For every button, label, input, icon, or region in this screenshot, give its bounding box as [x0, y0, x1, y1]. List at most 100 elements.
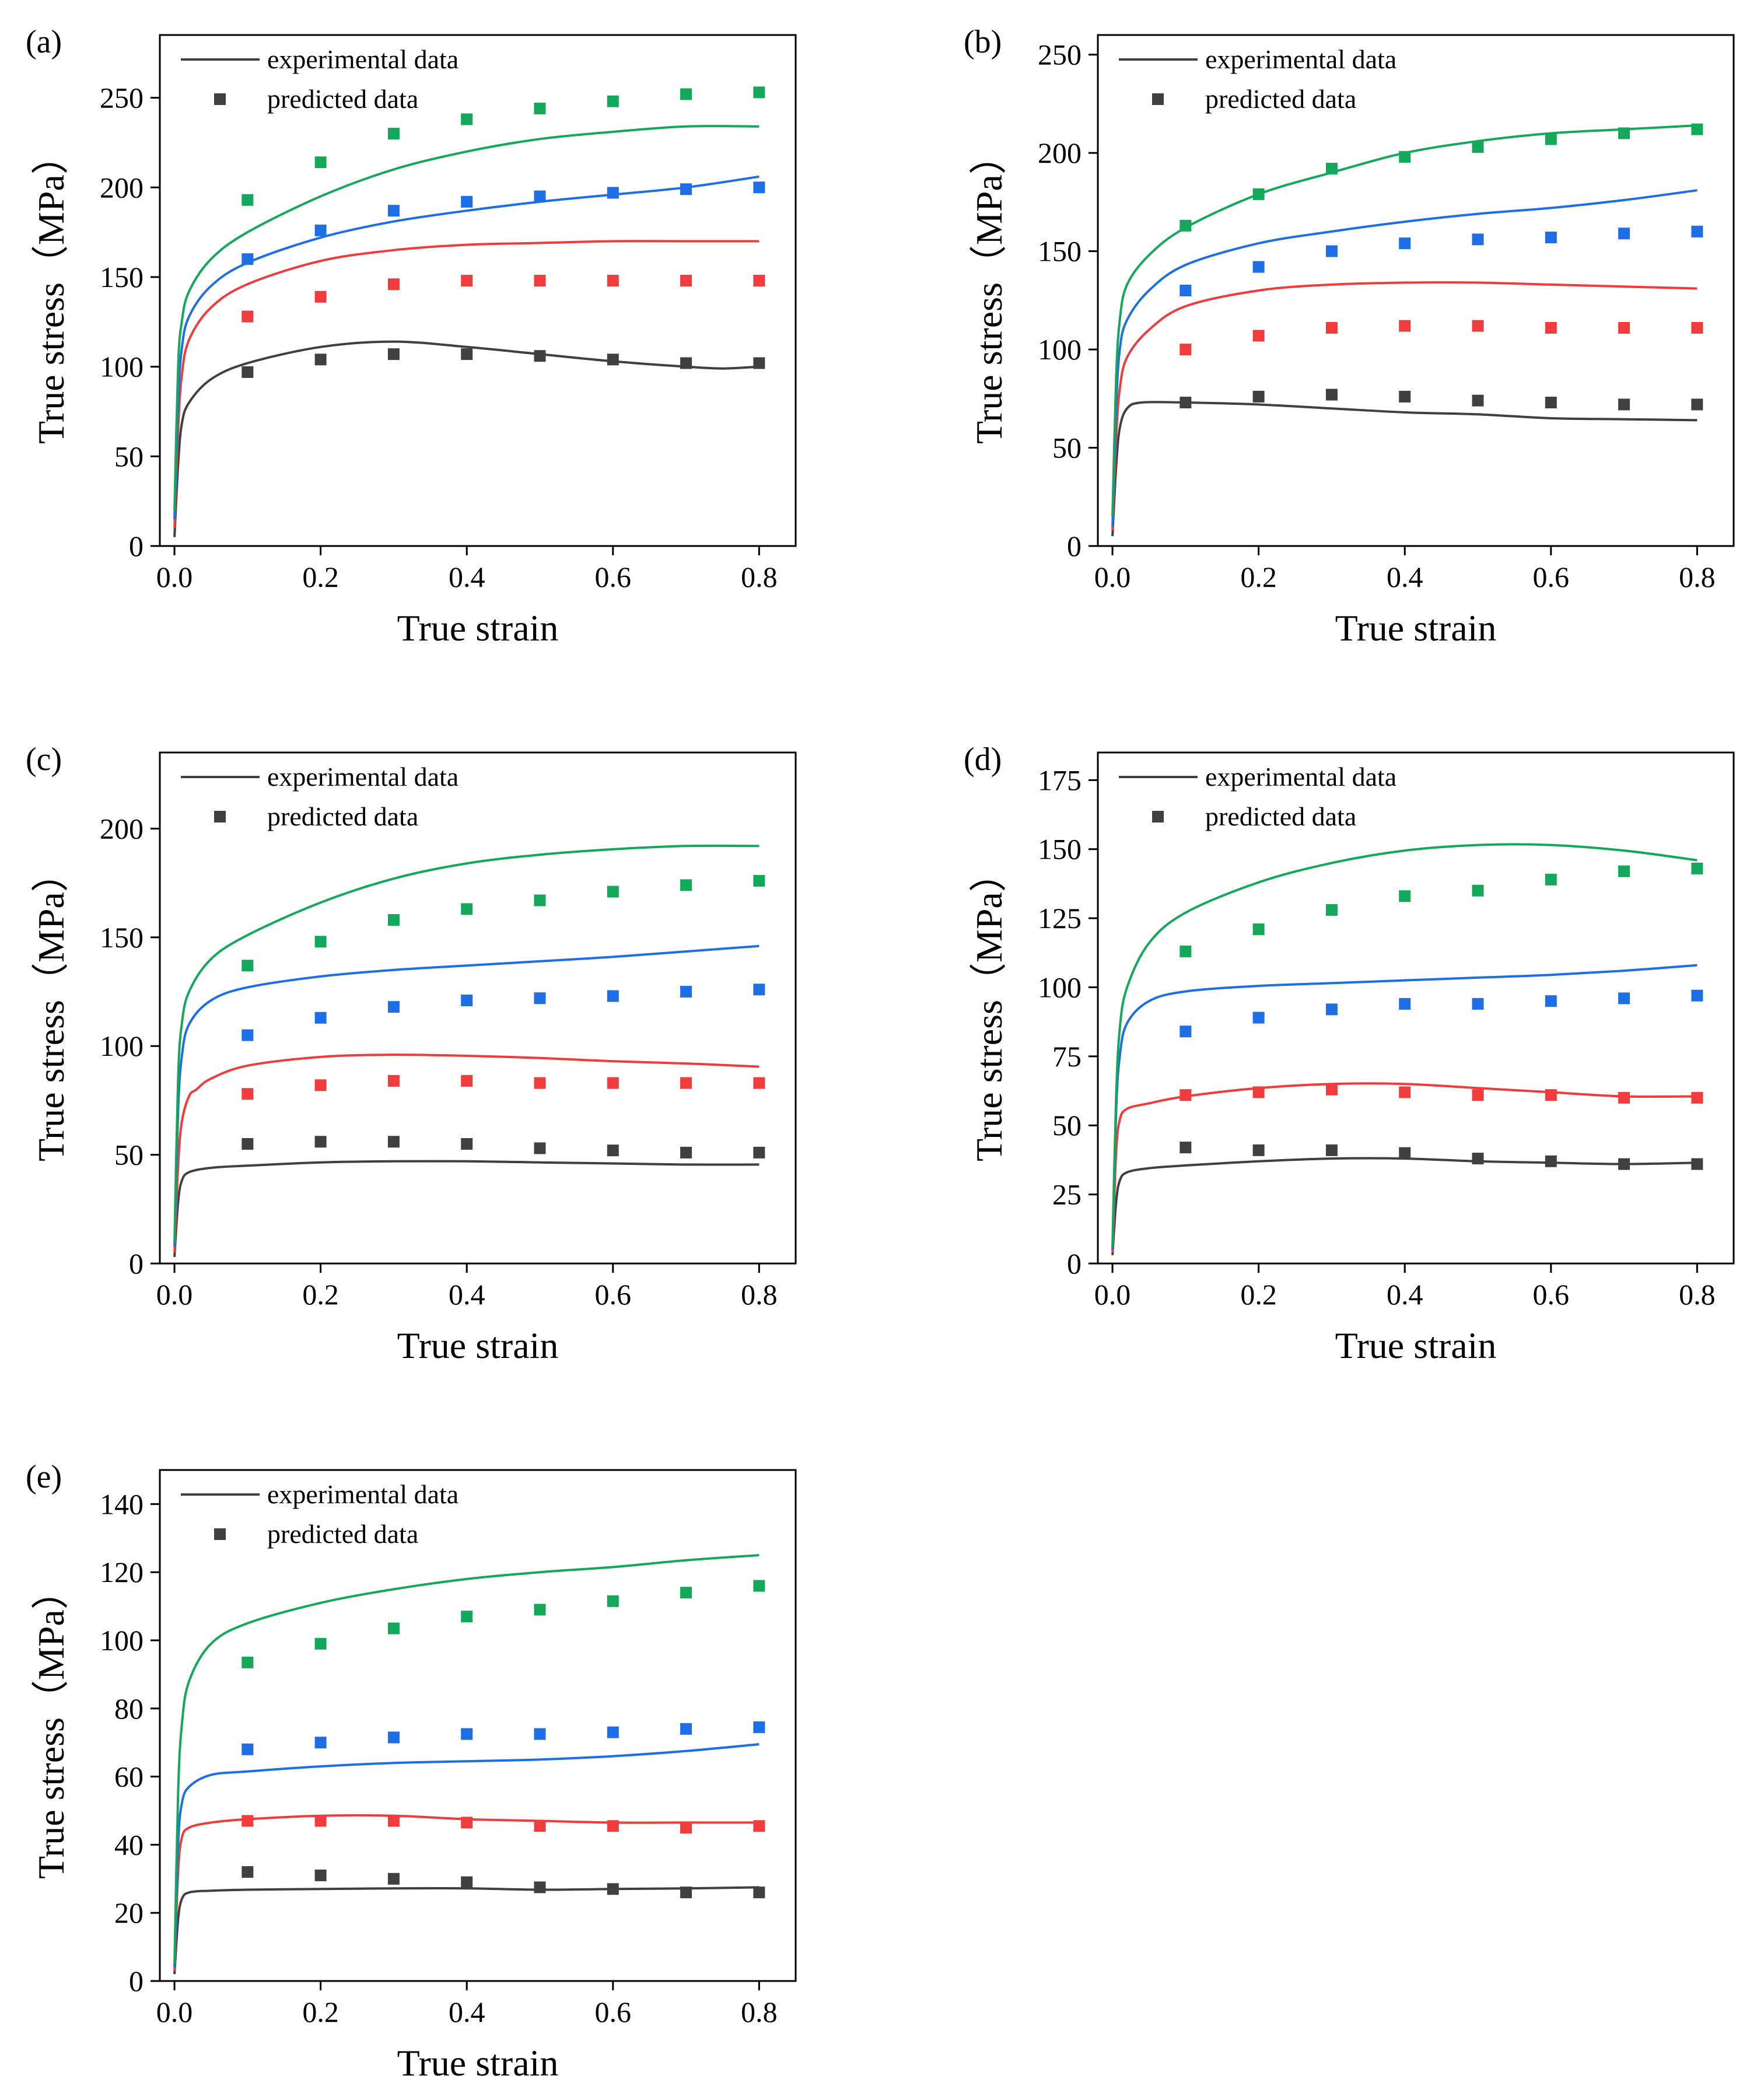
x-tick-label: 0.4 [1387, 561, 1423, 593]
panel-label: (a) [26, 24, 62, 60]
predicted-point-blue [607, 1726, 619, 1738]
x-axis-title: True strain [1335, 607, 1497, 649]
predicted-point-black [607, 1883, 619, 1895]
predicted-point-red [1545, 1089, 1557, 1101]
predicted-point-red [1180, 344, 1192, 356]
predicted-point-green [387, 1622, 400, 1634]
predicted-point-blue [387, 1731, 400, 1744]
predicted-point-red [314, 290, 327, 303]
legend-experimental-label: experimental data [1205, 762, 1396, 792]
x-tick-label: 0.4 [449, 1996, 485, 2028]
y-axis-title: True stress（MPa） [968, 137, 1010, 444]
predicted-point-green [680, 879, 692, 891]
experimental-curve-black [1111, 1157, 1698, 1255]
predicted-point-blue [1618, 992, 1630, 1005]
predicted-point-black [1618, 1158, 1630, 1170]
predicted-point-black [753, 1146, 765, 1158]
predicted-point-green [1545, 873, 1557, 886]
predicted-point-blue [534, 190, 546, 202]
predicted-point-green [242, 1656, 254, 1668]
predicted-point-green [534, 894, 546, 907]
predicted-point-blue [1325, 1003, 1338, 1016]
y-tick-label: 150 [1038, 235, 1082, 268]
predicted-point-red [607, 275, 619, 287]
predicted-point-blue [242, 253, 254, 265]
predicted-point-blue [1252, 261, 1265, 273]
predicted-point-blue [1691, 989, 1703, 1002]
predicted-point-blue [314, 1012, 327, 1024]
experimental-curve-black [173, 340, 760, 537]
predicted-point-red [387, 1074, 400, 1087]
predicted-point-green [1545, 133, 1557, 145]
predicted-point-green [753, 874, 765, 887]
predicted-point-green [1472, 884, 1484, 897]
y-tick-label: 100 [100, 351, 144, 383]
predicted-point-black [387, 348, 400, 360]
predicted-point-green [1325, 163, 1338, 175]
predicted-point-black [534, 350, 546, 362]
predicted-point-black [1399, 1147, 1411, 1159]
predicted-point-green [534, 1604, 546, 1616]
y-tick-label: 0 [1067, 530, 1082, 562]
predicted-point-black [242, 366, 254, 378]
predicted-point-blue [461, 195, 473, 208]
predicted-point-blue [753, 984, 765, 996]
y-tick-label: 250 [100, 82, 144, 114]
legend-predicted-label: predicted data [1205, 802, 1356, 831]
predicted-point-red [242, 1815, 254, 1827]
predicted-point-red [1325, 1083, 1338, 1096]
x-tick-label: 0.6 [595, 1278, 632, 1311]
predicted-point-red [242, 1088, 254, 1100]
legend-experimental-label: experimental data [267, 1479, 459, 1509]
predicted-point-black [1545, 1155, 1557, 1167]
predicted-point-black [314, 354, 327, 366]
predicted-point-blue [607, 187, 619, 199]
predicted-point-black [461, 348, 473, 360]
plot-frame [1097, 34, 1735, 547]
predicted-point-red [387, 1815, 400, 1827]
y-tick-label: 100 [1038, 333, 1082, 366]
y-tick-label: 25 [1052, 1178, 1082, 1211]
predicted-point-black [607, 354, 619, 366]
legend-predicted-label: predicted data [267, 84, 418, 114]
x-tick-label: 0.6 [1533, 561, 1570, 593]
x-tick-label: 0.2 [302, 1278, 339, 1311]
experimental-curve-black [173, 1160, 760, 1257]
legend-square-swatch [1152, 93, 1164, 105]
predicted-point-red [387, 278, 400, 290]
experimental-curve-blue [1111, 189, 1698, 527]
experimental-curve-red [173, 1054, 760, 1253]
panel-label: (e) [26, 1459, 62, 1495]
predicted-point-black [387, 1873, 400, 1885]
y-tick-label: 175 [1038, 764, 1082, 796]
predicted-point-green [1618, 865, 1630, 877]
predicted-point-blue [461, 1728, 473, 1740]
panel-label: (c) [26, 741, 62, 778]
predicted-point-blue [1180, 285, 1192, 296]
predicted-point-green [387, 128, 400, 140]
y-tick-label: 150 [100, 261, 144, 293]
x-tick-label: 0.0 [156, 1996, 193, 2028]
predicted-point-red [680, 1822, 692, 1834]
y-tick-label: 100 [100, 1624, 144, 1657]
predicted-point-green [1691, 862, 1703, 874]
y-tick-label: 80 [114, 1692, 144, 1725]
predicted-point-green [461, 113, 473, 125]
predicted-point-green [387, 914, 400, 926]
predicted-point-green [607, 95, 619, 107]
predicted-point-green [534, 103, 546, 115]
predicted-point-black [1325, 1144, 1338, 1156]
predicted-point-black [534, 1881, 546, 1894]
legend-experimental-label: experimental data [1205, 44, 1396, 74]
predicted-point-blue [1472, 233, 1484, 246]
predicted-point-red [314, 1815, 327, 1827]
predicted-point-blue [680, 1723, 692, 1735]
y-tick-label: 120 [100, 1556, 144, 1588]
experimental-curve-blue [173, 1743, 760, 1968]
plot-frame [159, 751, 797, 1265]
y-axis-title: True stress（MPa） [968, 855, 1010, 1161]
predicted-point-green [1180, 219, 1192, 232]
predicted-point-green [680, 1587, 692, 1599]
x-tick-label: 0.0 [1094, 561, 1131, 593]
y-tick-label: 50 [1052, 432, 1082, 464]
